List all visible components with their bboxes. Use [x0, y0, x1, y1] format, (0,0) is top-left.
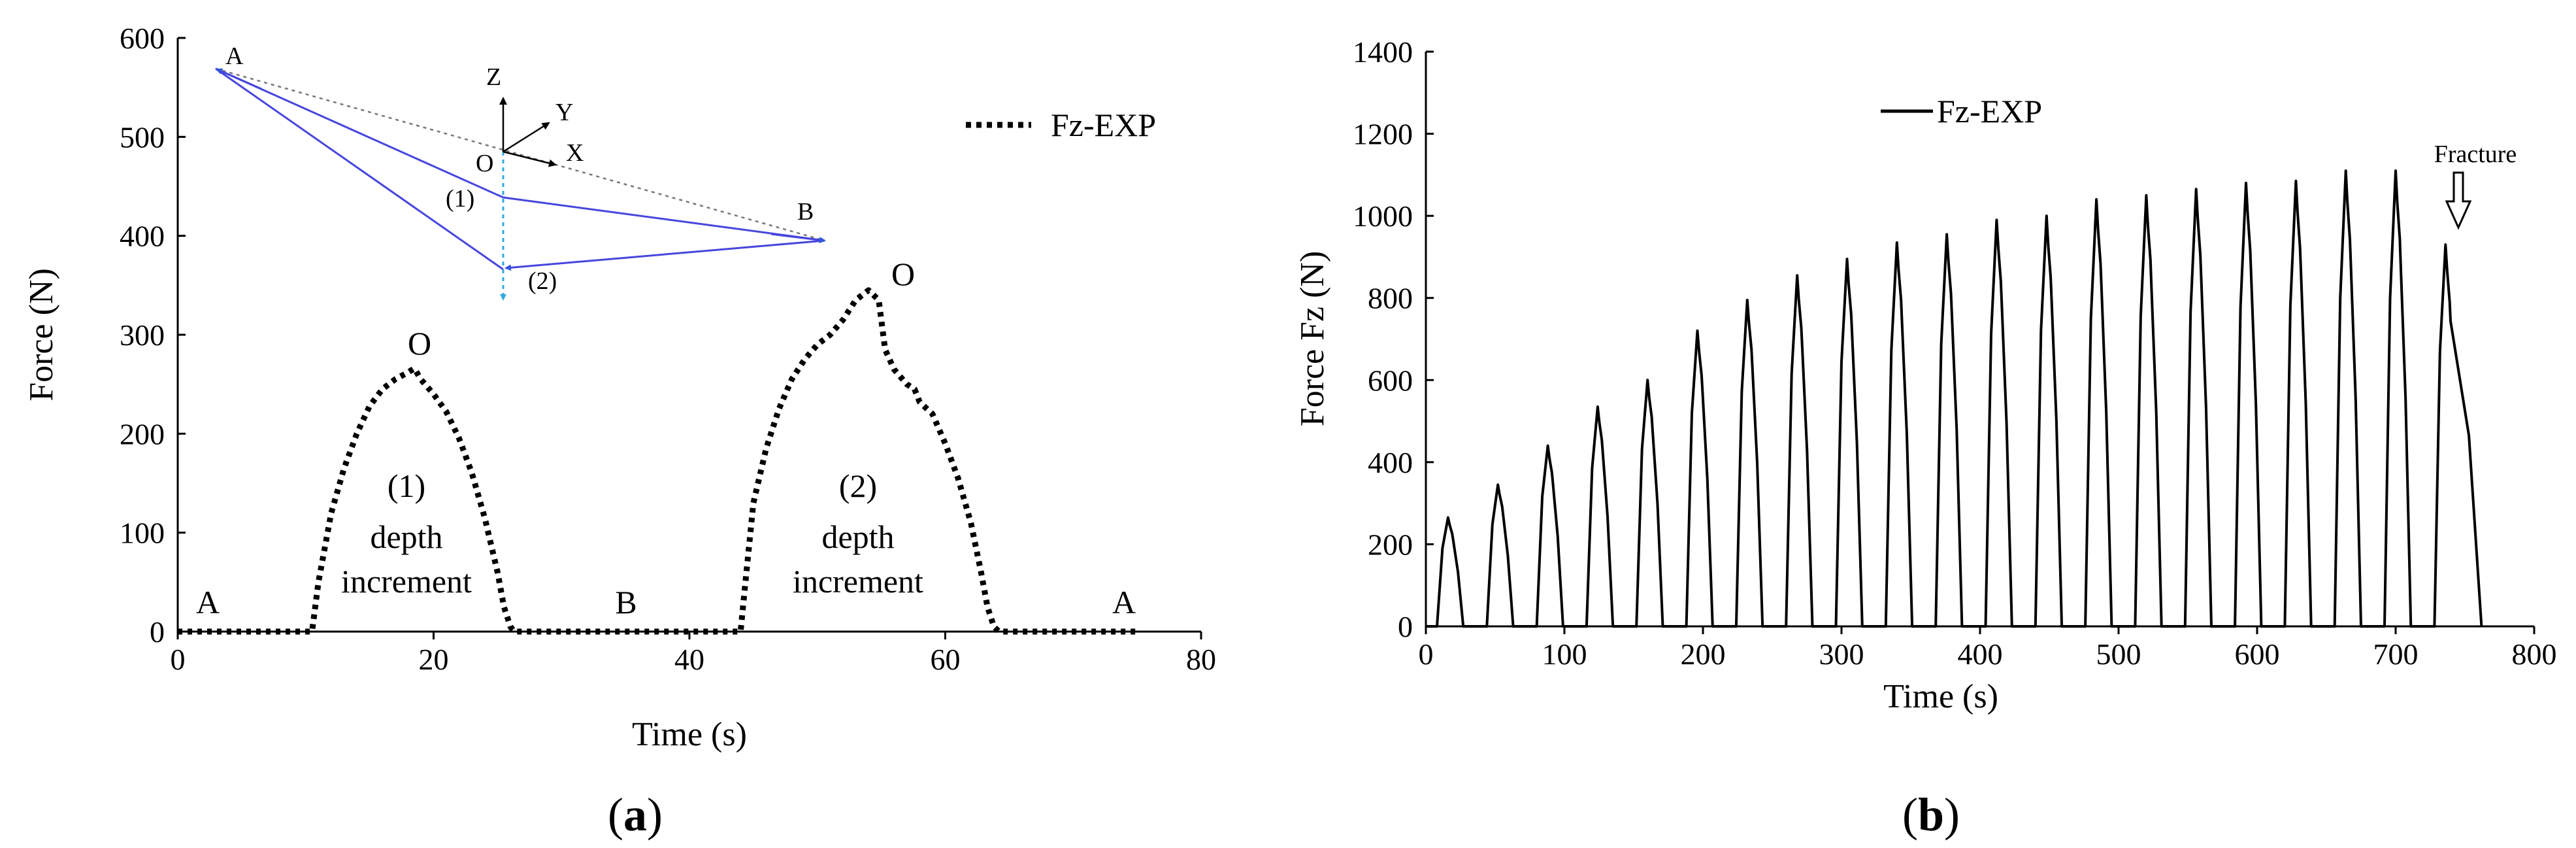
panel-a-label-start-a: A — [196, 584, 220, 620]
panel-a-x-tick-label: 60 — [931, 643, 961, 676]
inset-label-1: (1) — [446, 185, 474, 212]
panel-b-x-tick-label: 400 — [1958, 637, 2003, 671]
inset-label-z: Z — [486, 63, 501, 91]
panel-a-y-tick-label: 300 — [120, 318, 165, 352]
panel-a-caption: (a) — [608, 789, 663, 841]
panel-b-y-tick-label: 0 — [1398, 610, 1413, 643]
panel-b-fracture-arrow — [2445, 171, 2472, 230]
inset-label-2: (2) — [528, 267, 557, 295]
panel-a-label-peak2-o: O — [891, 256, 915, 292]
panel-a-y-tick-label: 0 — [150, 615, 165, 649]
inset-dotted-ab — [215, 67, 825, 242]
panel-a-y-label: Force (N) — [23, 268, 60, 401]
panel-b-y-tick-label: 600 — [1368, 364, 1413, 397]
inset-arrow-to-b — [770, 233, 826, 243]
inset-label-o: O — [476, 150, 493, 177]
panel-a-chart: 0 20 40 60 80 0 100 200 300 400 500 600 Time (s) F… — [23, 22, 1216, 841]
panel-b-x-tick-label: 300 — [1819, 637, 1864, 671]
panel-a-y-tick-label: 100 — [120, 517, 165, 550]
panel-a-label-end-a: A — [1112, 584, 1136, 620]
panel-b-legend-label: Fz-EXP — [1937, 93, 2042, 129]
panel-b-fracture-label: Fracture — [2434, 141, 2517, 168]
panel-b-series-fz-exp — [1426, 169, 2483, 628]
panel-b-y-label: Force Fz (N) — [1294, 251, 1331, 427]
panel-a-seg2-line1: depth — [821, 518, 894, 555]
panel-b-chart: 0 100 200 300 400 500 600 700 800 0 200 400 600 800 1… — [1294, 35, 2557, 841]
inset-label-y: Y — [555, 99, 573, 126]
panel-a-y-tick-label: 200 — [120, 417, 165, 450]
panel-b-x-tick-label: 600 — [2235, 637, 2280, 671]
panel-a-seg2-number: (2) — [839, 467, 877, 504]
inset-path-a-1 — [215, 67, 504, 199]
panel-b-y-tick-label: 1400 — [1353, 35, 1413, 69]
panel-b-y-tick-label: 800 — [1368, 282, 1413, 315]
panel-a-y-tick-label: 500 — [120, 120, 165, 154]
panel-a-seg1-number: (1) — [388, 467, 425, 504]
panel-a-seg2-line2: increment — [793, 563, 923, 600]
inset-y-axis — [503, 122, 550, 153]
panel-b-y-tick-label: 1200 — [1353, 118, 1413, 151]
panel-b-x-label: Time (s) — [1883, 678, 1998, 715]
panel-a-x-tick-label: 40 — [674, 643, 704, 676]
panel-a-caption-letter: a — [623, 789, 647, 841]
panel-b-x-tick-label: 200 — [1681, 637, 1726, 671]
panel-b-caption: (b) — [1902, 789, 1960, 841]
inset-path-1-b — [503, 196, 825, 242]
panel-b-x-tick-label: 700 — [2373, 637, 2419, 671]
inset-x-axis — [503, 150, 557, 167]
panel-a-inset-diagram: A B O Z Y X (1) (2) — [215, 42, 826, 301]
inset-label-a: A — [225, 42, 244, 70]
panel-b-y-tick-label: 1000 — [1353, 199, 1413, 233]
panel-b-x-tick-label: 100 — [1542, 637, 1587, 671]
panel-a-x-tick-label: 0 — [171, 643, 186, 676]
panel-a-x-tick-label: 80 — [1186, 643, 1216, 676]
inset-arrow-to-a — [216, 68, 262, 90]
panel-b-x-tick-label: 800 — [2512, 637, 2557, 671]
panel-b-y-tick-label: 200 — [1368, 528, 1413, 561]
panel-a-label-peak1-o: O — [408, 325, 431, 362]
panel-a-x-label: Time (s) — [632, 716, 747, 753]
panel-b-caption-letter: b — [1918, 789, 1944, 841]
panel-a-y-tick-label: 400 — [120, 220, 165, 253]
panel-a-legend-label: Fz-EXP — [1051, 107, 1156, 143]
panel-a-label-mid-b: B — [615, 584, 636, 620]
inset-label-x: X — [566, 139, 584, 167]
panel-a-seg1-line1: depth — [370, 518, 442, 555]
inset-path-b-2 — [504, 239, 825, 271]
panel-b-y-tick-label: 400 — [1368, 446, 1413, 479]
panel-b-x-tick-label: 0 — [1419, 637, 1434, 671]
panel-a-series-fz-exp — [178, 287, 1138, 635]
inset-path-a-2 — [215, 67, 504, 271]
inset-label-b: B — [797, 198, 814, 226]
panel-a-seg1-line2: increment — [341, 563, 472, 600]
panel-a-x-tick-label: 20 — [419, 643, 449, 676]
panel-b-x-tick-label: 500 — [2096, 637, 2141, 671]
panel-a-y-tick-label: 600 — [120, 22, 165, 55]
